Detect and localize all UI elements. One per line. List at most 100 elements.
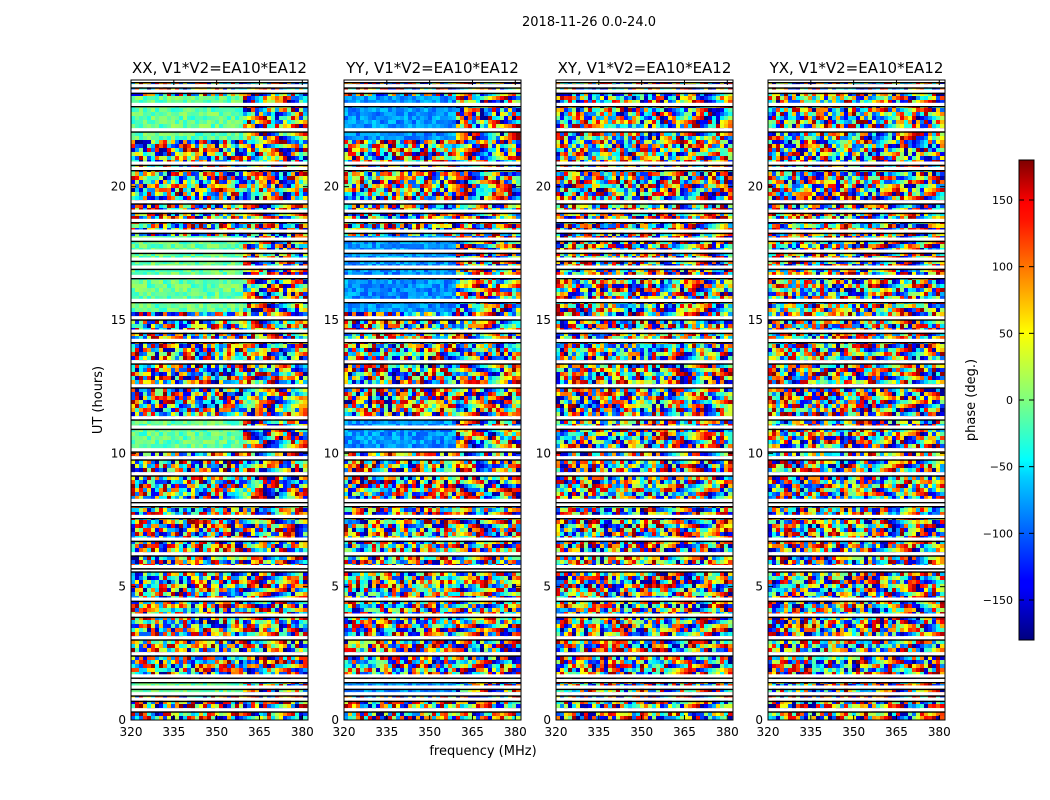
phase-cell: [303, 116, 307, 120]
phase-cell: [247, 184, 251, 188]
phase-cell: [191, 136, 195, 140]
phase-cell: [287, 192, 291, 196]
phase-cell: [211, 288, 215, 292]
phase-cell: [275, 156, 279, 160]
phase-cell: [151, 224, 155, 228]
phase-cell: [131, 108, 135, 112]
phase-cell: [267, 148, 271, 152]
phase-cell: [287, 180, 291, 184]
phase-cell: [143, 112, 147, 116]
phase-cell: [139, 192, 143, 196]
phase-cell: [235, 112, 239, 116]
phase-cell: [143, 356, 147, 360]
phase-cell: [303, 136, 307, 140]
phase-cell: [143, 344, 147, 348]
phase-cell: [299, 244, 303, 248]
phase-cell: [275, 348, 279, 352]
phase-cell: [131, 348, 135, 352]
phase-cell: [179, 244, 183, 248]
phase-cell: [131, 224, 135, 228]
phase-cell: [299, 172, 303, 176]
phase-cell: [247, 244, 251, 248]
phase-cell: [191, 224, 195, 228]
phase-cell: [183, 152, 187, 156]
phase-cell: [227, 292, 231, 296]
phase-cell: [279, 152, 283, 156]
phase-cell: [143, 196, 147, 200]
phase-cell: [203, 188, 207, 192]
phase-cell: [199, 308, 203, 312]
phase-cell: [227, 172, 231, 176]
phase-cell: [147, 312, 151, 316]
phase-cell: [135, 176, 139, 180]
phase-cell: [259, 312, 263, 316]
phase-cell: [263, 192, 267, 196]
phase-cell: [259, 140, 263, 144]
phase-cell: [163, 124, 167, 128]
phase-cell: [163, 96, 167, 100]
phase-cell: [251, 304, 255, 308]
phase-cell: [195, 144, 199, 148]
phase-cell: [255, 292, 259, 296]
phase-cell: [199, 344, 203, 348]
phase-cell: [139, 280, 143, 284]
phase-cell: [299, 188, 303, 192]
phase-cell: [235, 324, 239, 328]
phase-cell: [143, 288, 147, 292]
phase-cell: [187, 136, 191, 140]
phase-cell: [299, 196, 303, 200]
phase-cell: [163, 156, 167, 160]
phase-cell: [247, 172, 251, 176]
phase-cell: [147, 124, 151, 128]
phase-cell: [255, 324, 259, 328]
phase-cell: [283, 148, 287, 152]
phase-cell: [223, 244, 227, 248]
phase-cell: [263, 184, 267, 188]
phase-cell: [223, 144, 227, 148]
phase-cell: [163, 120, 167, 124]
phase-cell: [239, 284, 243, 288]
phase-cell: [291, 244, 295, 248]
phase-cell: [151, 180, 155, 184]
phase-cell: [143, 304, 147, 308]
phase-cell: [163, 108, 167, 112]
phase-cell: [275, 152, 279, 156]
phase-cell: [151, 312, 155, 316]
phase-cell: [239, 288, 243, 292]
phase-cell: [231, 288, 235, 292]
phase-cell: [163, 148, 167, 152]
phase-cell: [143, 280, 147, 284]
phase-cell: [267, 136, 271, 140]
phase-cell: [243, 144, 247, 148]
phase-cell: [271, 196, 275, 200]
phase-cell: [259, 188, 263, 192]
phase-cell: [199, 348, 203, 352]
phase-cell: [175, 176, 179, 180]
phase-cell: [131, 144, 135, 148]
phase-cell: [279, 244, 283, 248]
phase-cell: [255, 288, 259, 292]
phase-cell: [179, 124, 183, 128]
phase-cell: [211, 192, 215, 196]
phase-cell: [139, 344, 143, 348]
phase-cell: [219, 244, 223, 248]
phase-cell: [275, 180, 279, 184]
phase-cell: [223, 172, 227, 176]
phase-cell: [259, 96, 263, 100]
phase-cell: [159, 156, 163, 160]
phase-cell: [275, 96, 279, 100]
phase-cell: [199, 156, 203, 160]
phase-cell: [303, 348, 307, 352]
phase-cell: [203, 304, 207, 308]
phase-cell: [283, 124, 287, 128]
phase-cell: [295, 312, 299, 316]
phase-cell: [215, 152, 219, 156]
phase-cell: [235, 288, 239, 292]
phase-cell: [211, 308, 215, 312]
phase-cell: [151, 116, 155, 120]
phase-cell: [247, 312, 251, 316]
phase-cell: [231, 180, 235, 184]
phase-cell: [235, 148, 239, 152]
phase-cell: [235, 108, 239, 112]
phase-cell: [151, 112, 155, 116]
